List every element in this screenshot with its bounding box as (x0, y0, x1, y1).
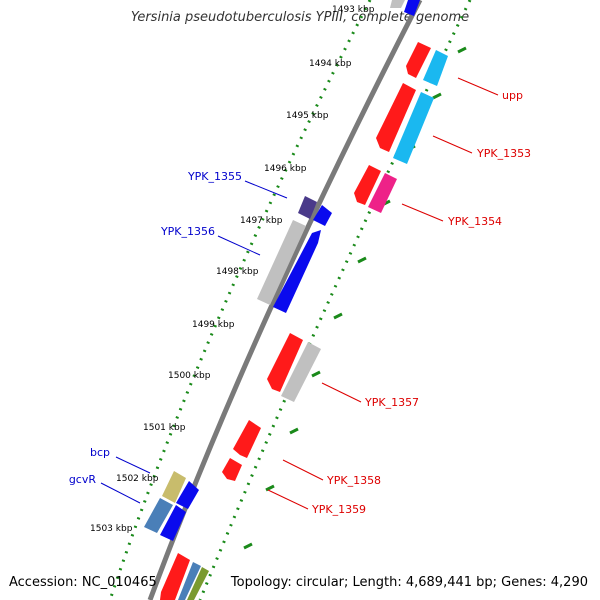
gene-feature-red[interactable] (222, 458, 242, 481)
gene-label-bcp[interactable]: bcp (90, 446, 110, 459)
ruler-tick-label: 1496 kbp (264, 164, 307, 174)
gene-features (144, 0, 448, 600)
gene-feature-olive[interactable] (187, 567, 209, 600)
ruler-tick-label: 1502 kbp (116, 474, 159, 484)
gene-label-ypk-1354[interactable]: YPK_1354 (447, 215, 502, 228)
tick-mark (243, 542, 253, 550)
leader-line (100, 482, 141, 504)
gene-feature-blue[interactable] (176, 481, 199, 509)
leader-line (432, 135, 473, 154)
gene-label-upp[interactable]: upp (502, 89, 523, 102)
gene-feature-red[interactable] (160, 553, 190, 600)
gene-feature-blue[interactable] (160, 505, 186, 541)
ruler-tick-label: 1499 kbp (192, 320, 235, 330)
tick-mark (357, 256, 367, 264)
gene-feature-red[interactable] (233, 420, 261, 458)
ruler-tick-label: 1493 kbp (332, 5, 375, 15)
ruler-tick-label: 1495 kbp (286, 111, 329, 121)
ruler-tick-label: 1494 kbp (309, 59, 352, 69)
gene-feature-red[interactable] (406, 42, 431, 78)
ruler-tick-label: 1500 kbp (168, 371, 211, 381)
leader-line (267, 489, 309, 510)
topology-label: Topology: circular; Length: 4,689,441 bp… (230, 575, 588, 590)
gene-feature-red[interactable] (376, 83, 416, 152)
leader-line (321, 382, 362, 403)
gene-label-ypk-1355[interactable]: YPK_1355 (187, 170, 242, 183)
leader-line (217, 235, 261, 256)
gene-label-ypk-1357[interactable]: YPK_1357 (364, 396, 419, 409)
gene-feature-cyan[interactable] (423, 50, 448, 86)
gene-feature-cyan[interactable] (393, 92, 434, 164)
reverse-label-leaders (267, 77, 499, 510)
tick-mark (311, 370, 321, 378)
ruler-tick-label: 1501 kbp (143, 423, 186, 433)
forward-label-leaders (100, 180, 288, 504)
gene-feature-blue[interactable] (273, 230, 321, 313)
gene-label-ypk-1359[interactable]: YPK_1359 (311, 503, 366, 516)
gene-feature-khaki[interactable] (162, 471, 186, 503)
gene-label-ypk-1358[interactable]: YPK_1358 (326, 474, 381, 487)
leader-line (282, 459, 324, 481)
tick-mark (289, 427, 299, 435)
leader-line (457, 77, 499, 96)
gene-feature-steel[interactable] (144, 498, 173, 533)
gene-feature-red[interactable] (354, 165, 381, 205)
gene-feature-steel[interactable] (178, 562, 201, 600)
tick-mark (457, 46, 467, 54)
leader-line (401, 203, 444, 222)
gene-feature-gray[interactable] (281, 342, 321, 402)
gene-feature-darkslate[interactable] (298, 196, 317, 219)
gene-label-ypk-1356[interactable]: YPK_1356 (160, 225, 215, 238)
tick-mark (265, 484, 275, 492)
accession-label: Accession: NC_010465 (9, 575, 157, 590)
gene-label-gcvr[interactable]: gcvR (69, 473, 97, 486)
tick-mark (432, 92, 442, 100)
ruler-tick-label: 1497 kbp (240, 216, 283, 226)
map-title: Yersinia pseudotuberculosis YPIII, compl… (130, 10, 470, 25)
gene-feature[interactable] (404, 0, 420, 16)
gene-feature[interactable] (390, 0, 405, 8)
gene-feature-blue[interactable] (313, 205, 332, 226)
leader-line (244, 180, 288, 199)
leader-line (115, 456, 151, 474)
gene-feature-red[interactable] (267, 333, 303, 392)
ruler-tick-label: 1498 kbp (216, 267, 259, 277)
tick-mark (333, 312, 343, 320)
gene-feature-gray[interactable] (257, 220, 306, 305)
gene-label-ypk-1353[interactable]: YPK_1353 (476, 147, 531, 160)
ruler-tick-label: 1503 kbp (90, 524, 133, 534)
gene-feature-magenta[interactable] (368, 173, 397, 213)
